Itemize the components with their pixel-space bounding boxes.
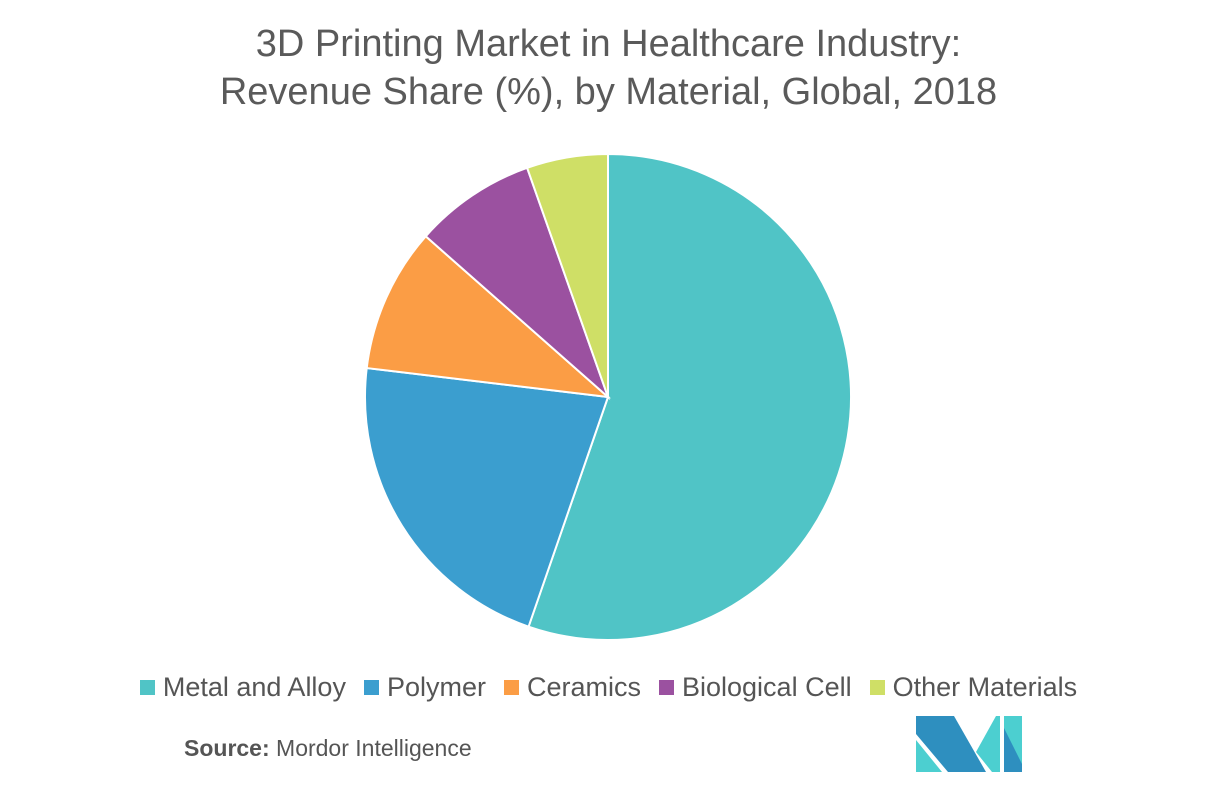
legend-item: Other Materials (869, 672, 1078, 703)
legend-swatch (363, 680, 379, 695)
legend-swatch (503, 680, 519, 695)
legend-label: Polymer (386, 672, 486, 702)
title-line-2: Revenue Share (%), by Material, Global, … (219, 71, 998, 113)
source-value: Mordor Intelligence (276, 735, 472, 761)
legend: Metal and Alloy Polymer Ceramics Biological… (0, 672, 1217, 703)
legend-item: Polymer (363, 672, 486, 703)
pie-slice-ceramics (365, 234, 612, 399)
legend-item: Biological Cell (659, 672, 852, 703)
legend-swatch (869, 680, 885, 695)
pie-slice-metal-and-alloy (527, 152, 852, 641)
title-line-1: 3D Printing Market in Healthcare Industr… (255, 23, 962, 65)
legend-item: Metal and Alloy (139, 672, 346, 703)
pie-slice-polymer (364, 366, 610, 628)
source-note: Source: Mordor Intelligence (184, 735, 472, 762)
pie-slice-biological-cell (424, 166, 611, 401)
legend-label: Biological Cell (682, 672, 852, 702)
source-label: Source: (184, 735, 270, 761)
mordor-logo (916, 716, 1022, 772)
chart-title: 3D Printing Market in Healthcare Industr… (0, 20, 1217, 116)
pie-slice-other-materials (525, 152, 609, 398)
legend-label: Ceramics (526, 672, 641, 702)
legend-label: Metal and Alloy (162, 672, 346, 702)
legend-swatch (139, 680, 155, 695)
legend-label: Other Materials (892, 672, 1078, 702)
pie-chart (364, 152, 852, 641)
legend-item: Ceramics (503, 672, 641, 703)
legend-swatch (659, 680, 674, 695)
